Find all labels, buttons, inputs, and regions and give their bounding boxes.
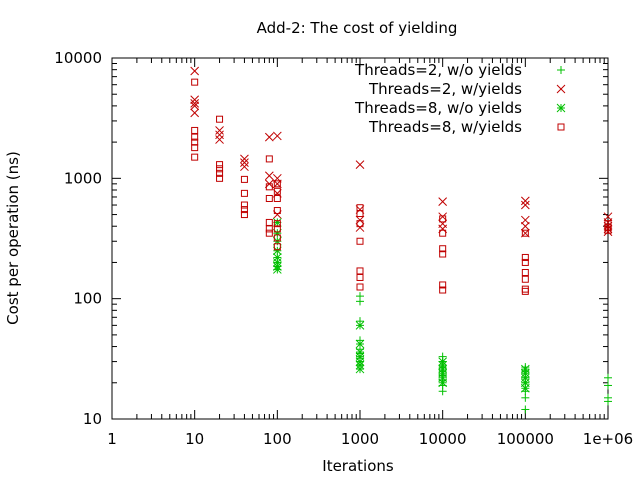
- x-tick-label: 1000: [341, 430, 379, 448]
- data-point: [439, 379, 447, 387]
- data-point: [273, 265, 281, 273]
- legend-label: Threads=8, w/o yields: [354, 99, 522, 117]
- x-tick-label: 10: [185, 430, 204, 448]
- x-tick-label: 10000: [419, 430, 467, 448]
- y-tick-label: 100: [73, 290, 102, 308]
- x-axis-title: Iterations: [322, 457, 394, 475]
- chart-title: Add-2: The cost of yielding: [257, 19, 458, 37]
- data-point: [356, 365, 364, 373]
- x-tick-label: 1: [107, 430, 117, 448]
- y-tick-label: 10: [83, 410, 102, 428]
- data-point: [521, 384, 529, 392]
- y-axis-title: Cost per operation (ns): [4, 151, 22, 325]
- legend-marker: [557, 104, 565, 112]
- legend-label: Threads=8, w/yields: [368, 118, 522, 136]
- y-tick-label: 10000: [54, 49, 102, 67]
- x-tick-label: 100000: [497, 430, 554, 448]
- y-tick-label: 1000: [64, 169, 102, 187]
- x-tick-label: 1e+06: [583, 430, 633, 448]
- legend-label: Threads=2, w/o yields: [354, 61, 522, 79]
- x-tick-label: 100: [263, 430, 292, 448]
- legend-label: Threads=2, w/yields: [368, 80, 522, 98]
- data-point: [356, 340, 364, 348]
- data-point: [356, 321, 364, 329]
